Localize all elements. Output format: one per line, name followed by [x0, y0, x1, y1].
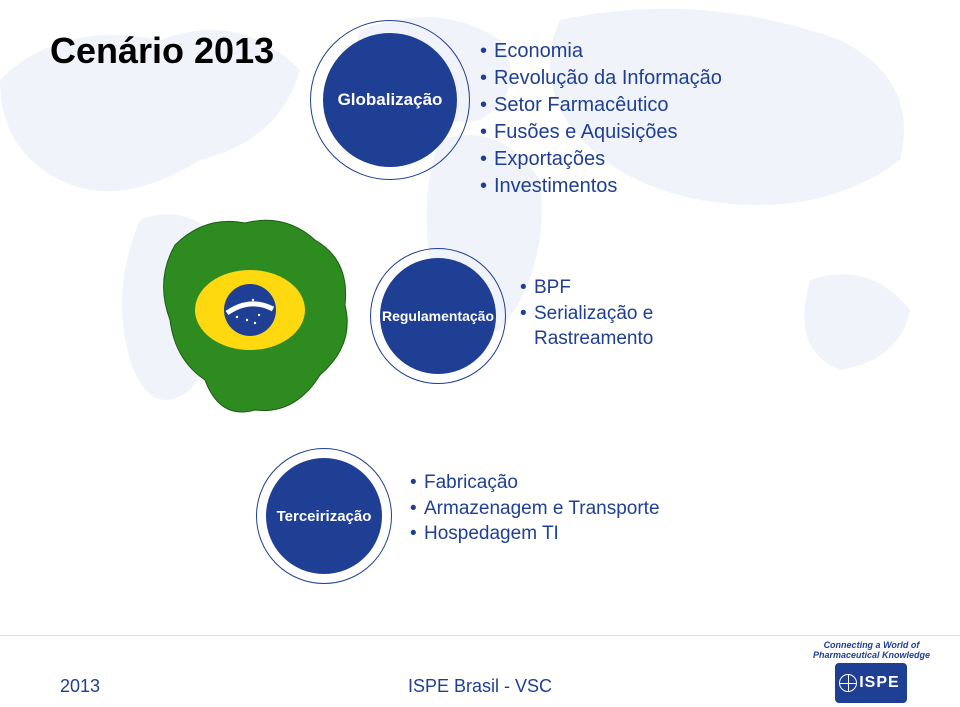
regulamentacao-bullets: BPF Serialização e Rastreamento	[520, 275, 740, 352]
page-title: Cenário 2013	[50, 30, 274, 72]
logo-tag-line1: Connecting a World of	[824, 640, 920, 650]
bullet-item: Fusões e Aquisições	[480, 119, 722, 146]
regulamentacao-circle: Regulamentação	[380, 258, 496, 374]
logo-box: ISPE	[835, 663, 907, 703]
globalizacao-bullets: Economia Revolução da Informação Setor F…	[480, 38, 722, 200]
globalizacao-label: Globalização	[338, 90, 443, 110]
bullet-item: Revolução da Informação	[480, 65, 722, 92]
ispe-logo: Connecting a World of Pharmaceutical Kno…	[813, 640, 930, 703]
terceirizacao-bullets: Fabricação Armazenagem e Transporte Hosp…	[410, 470, 660, 547]
footer: 2013 ISPE Brasil - VSC 4 Connecting a Wo…	[0, 635, 960, 707]
logo-tag-line2: Pharmaceutical Knowledge	[813, 650, 930, 660]
bullet-item: Fabricação	[410, 470, 660, 496]
terceirizacao-circle: Terceirização	[266, 458, 382, 574]
terceirizacao-label: Terceirização	[277, 508, 372, 525]
regulamentacao-label: Regulamentação	[382, 308, 494, 324]
bullet-item: Armazenagem e Transporte	[410, 496, 660, 522]
globalizacao-circle: Globalização	[323, 33, 457, 167]
bullet-item: Economia	[480, 38, 722, 65]
bullet-item: Investimentos	[480, 173, 722, 200]
globe-icon	[839, 674, 857, 692]
bullet-item: Hospedagem TI	[410, 521, 660, 547]
bullet-item: Exportações	[480, 146, 722, 173]
bullet-item: BPF	[520, 275, 740, 301]
logo-tagline: Connecting a World of Pharmaceutical Kno…	[813, 640, 930, 661]
logo-text: ISPE	[859, 674, 899, 692]
bullet-item: Serialização e Rastreamento	[520, 301, 740, 352]
brazil-map-icon	[135, 205, 365, 425]
bullet-item: Setor Farmacêutico	[480, 92, 722, 119]
